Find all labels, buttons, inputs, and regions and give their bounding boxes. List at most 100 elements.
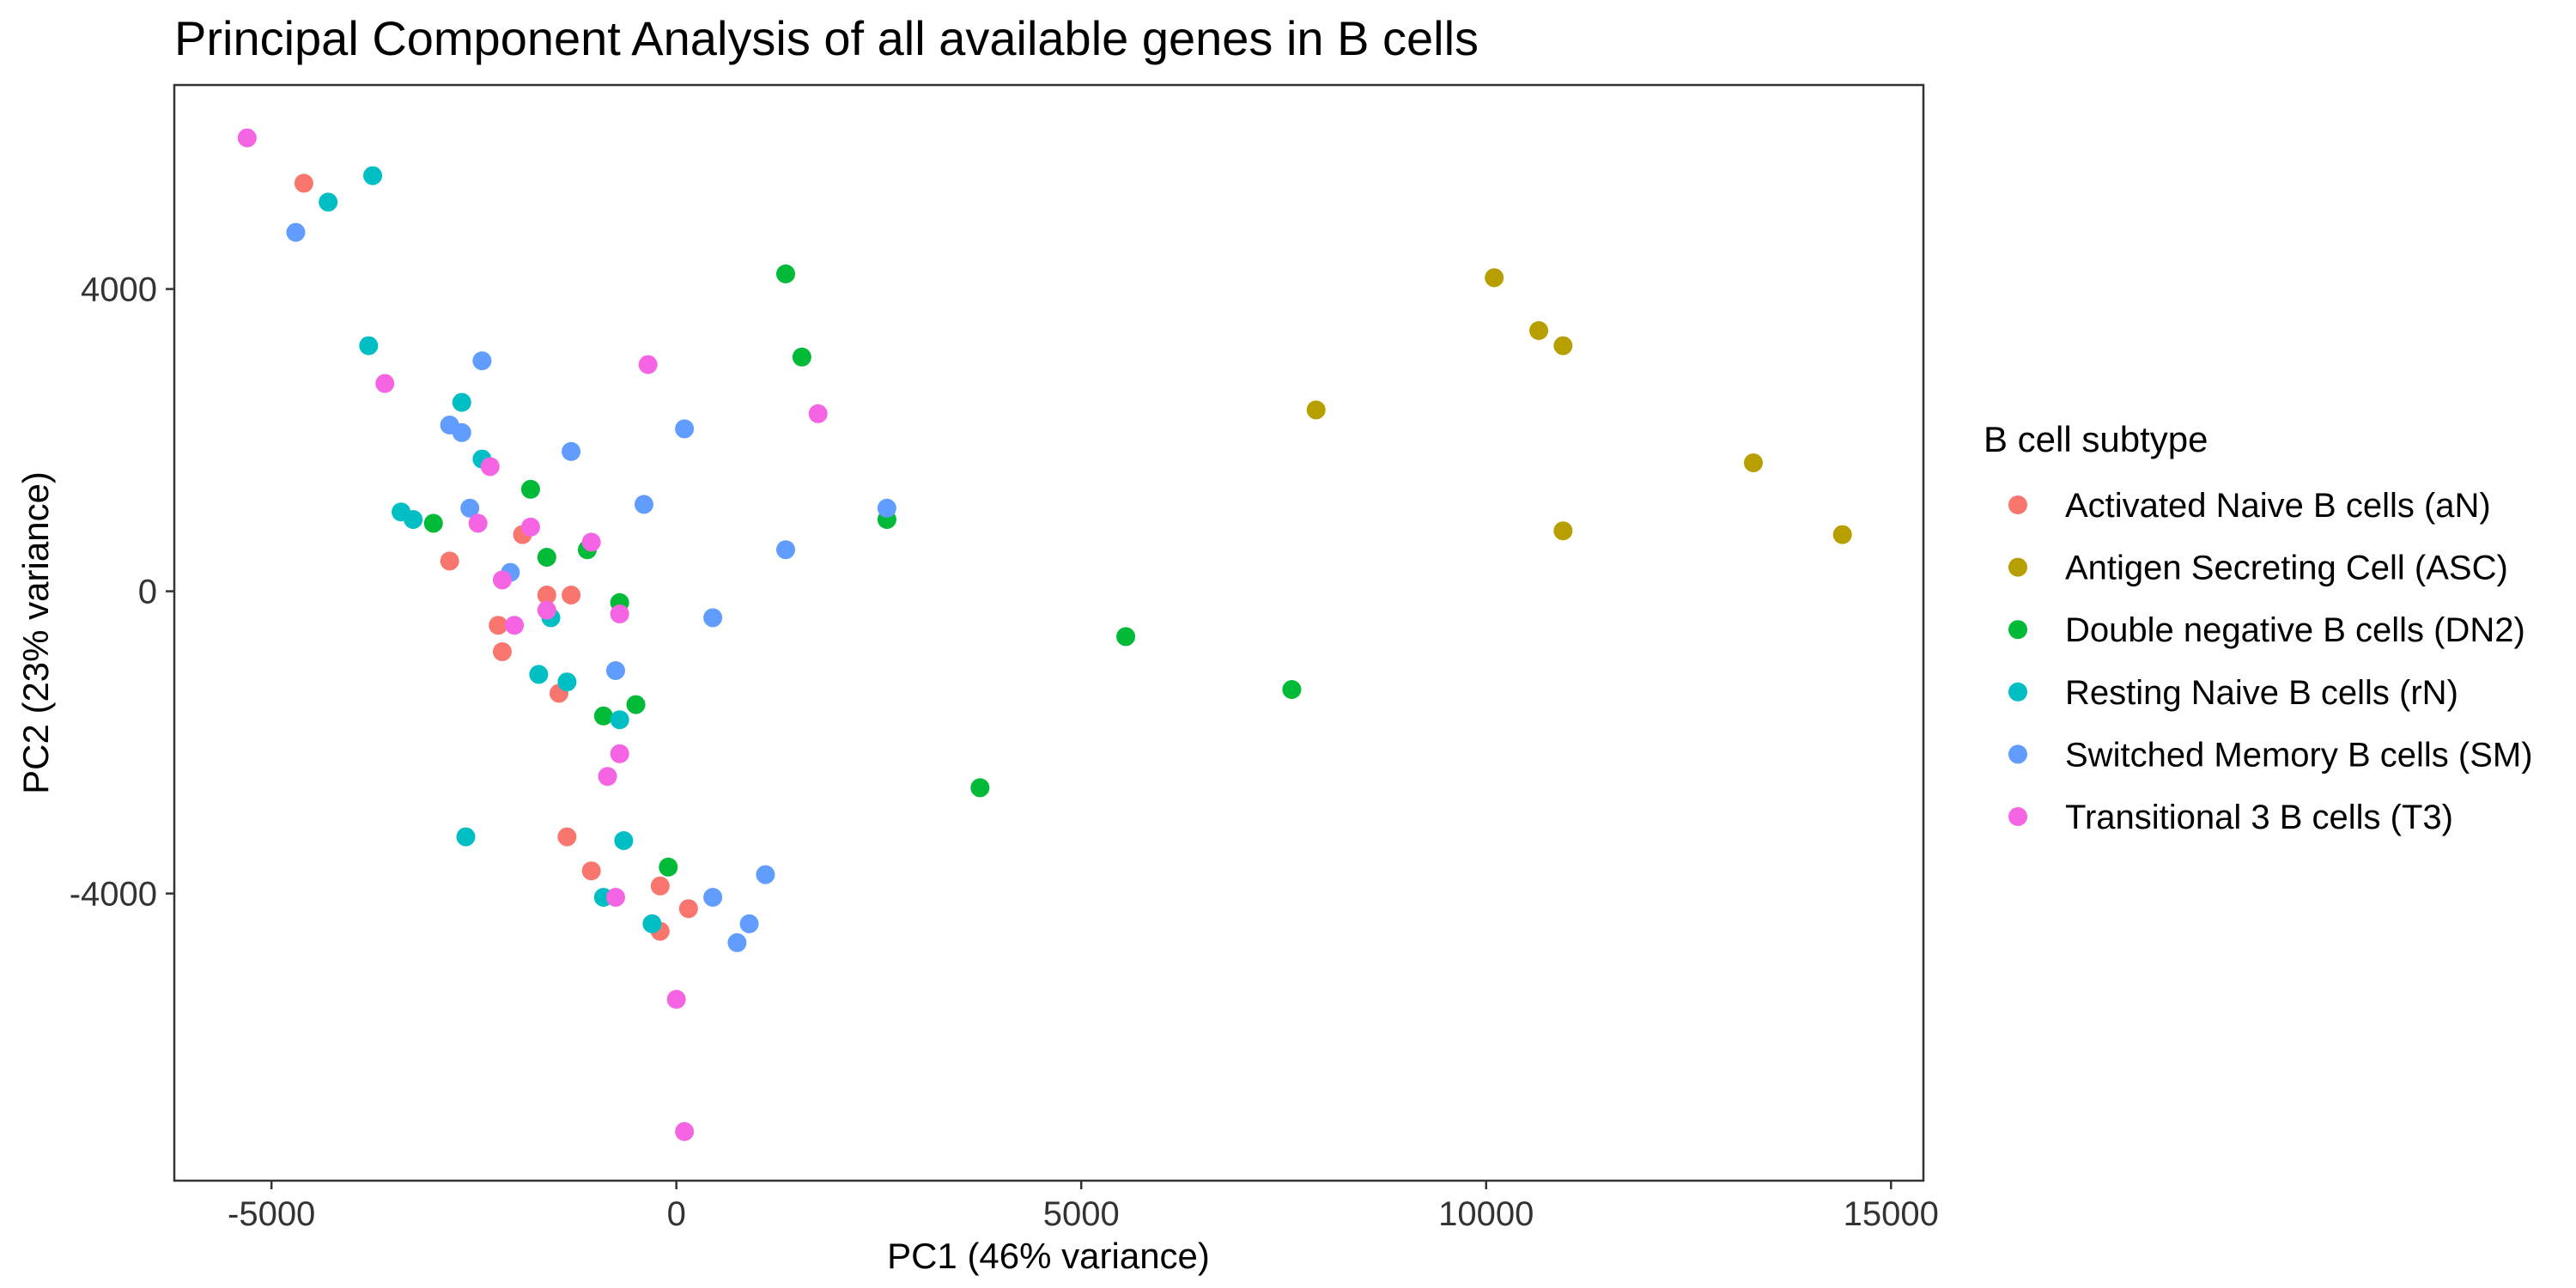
data-point — [678, 899, 698, 919]
data-point — [638, 355, 658, 374]
data-point — [537, 548, 556, 567]
data-point — [614, 831, 634, 850]
data-point — [756, 865, 775, 884]
data-point — [404, 510, 423, 529]
y-tick-label: 0 — [138, 574, 157, 611]
y-tick-label: -4000 — [70, 876, 157, 914]
legend-label: Double negative B cells (DN2) — [2065, 611, 2525, 649]
legend-key — [2008, 495, 2027, 514]
x-tick-label: 15000 — [1844, 1195, 1939, 1233]
legend-label: Transitional 3 B cells (T3) — [2065, 799, 2453, 836]
data-point — [237, 128, 257, 148]
data-point — [650, 876, 670, 896]
data-point — [605, 888, 625, 907]
data-point — [776, 540, 796, 560]
data-point — [440, 551, 459, 571]
data-point — [505, 616, 525, 635]
legend-title: B cell subtype — [1984, 419, 2208, 459]
data-point — [423, 513, 443, 533]
chart-title: Principal Component Analysis of all avai… — [174, 11, 1479, 65]
data-point — [1116, 627, 1136, 647]
data-point — [1529, 321, 1549, 340]
data-point — [703, 888, 723, 907]
legend-label: Resting Naive B cells (rN) — [2065, 674, 2458, 712]
legend-label: Antigen Secreting Cell (ASC) — [2065, 550, 2508, 587]
data-point — [970, 778, 990, 798]
y-tick-label: 4000 — [81, 271, 157, 309]
data-point — [666, 989, 686, 1009]
data-point — [727, 933, 747, 952]
data-point — [520, 517, 540, 537]
data-point — [286, 222, 306, 242]
data-point — [808, 404, 828, 423]
y-axis-title: PC2 (23% variance) — [15, 471, 56, 794]
data-point — [375, 374, 395, 393]
data-points — [237, 128, 1852, 1141]
x-tick-label: 0 — [667, 1195, 686, 1233]
data-point — [456, 827, 476, 847]
legend-key — [2008, 557, 2027, 577]
data-point — [492, 570, 512, 590]
data-point — [359, 336, 379, 355]
legend-key — [2008, 744, 2027, 764]
data-point — [557, 672, 577, 692]
data-point — [1553, 336, 1573, 355]
data-point — [605, 661, 625, 680]
data-point — [468, 513, 488, 533]
data-point — [581, 861, 601, 881]
data-point — [1553, 521, 1573, 541]
data-point — [520, 479, 540, 499]
data-point — [452, 392, 471, 412]
x-tick-label: -5000 — [228, 1195, 315, 1233]
data-point — [1306, 400, 1326, 420]
data-point — [792, 347, 811, 367]
axis-ticks: -5000 0 5000 10000 15000 -4000 0 4000 — [70, 271, 1939, 1233]
data-point — [537, 600, 556, 620]
data-point — [557, 827, 577, 847]
data-point — [776, 264, 796, 283]
legend-key — [2008, 807, 2027, 826]
data-point — [562, 586, 581, 605]
x-tick-label: 5000 — [1043, 1195, 1120, 1233]
data-point — [642, 914, 662, 933]
data-point — [610, 744, 629, 763]
data-point — [634, 495, 653, 514]
data-point — [610, 710, 629, 730]
data-point — [1743, 453, 1763, 472]
data-point — [452, 422, 471, 442]
data-point — [675, 419, 695, 439]
data-point — [294, 173, 313, 193]
legend-label: Switched Memory B cells (SM) — [2065, 736, 2533, 774]
data-point — [626, 695, 646, 714]
data-point — [593, 706, 613, 726]
plot-panel — [173, 83, 1925, 1182]
data-point — [675, 1121, 695, 1141]
data-point — [489, 616, 508, 635]
data-point — [562, 441, 581, 461]
legend-key — [2008, 620, 2027, 640]
data-point — [1282, 680, 1302, 699]
legend-label: Activated Naive B cells (aN) — [2065, 487, 2491, 525]
data-point — [529, 665, 549, 684]
data-point — [537, 586, 556, 605]
data-point — [739, 914, 759, 933]
data-point — [460, 498, 480, 518]
x-axis-title: PC1 (46% variance) — [887, 1236, 1210, 1276]
data-point — [480, 457, 500, 477]
data-point — [581, 532, 601, 552]
data-point — [363, 166, 383, 185]
data-point — [472, 351, 492, 371]
data-point — [1485, 268, 1504, 288]
data-point — [492, 642, 512, 661]
legend: B cell subtype Activated Naive B cells (… — [1984, 419, 2533, 836]
data-point — [610, 605, 629, 623]
data-point — [598, 767, 617, 787]
data-point — [659, 857, 678, 877]
data-point — [1832, 525, 1852, 544]
data-point — [703, 608, 723, 628]
data-point — [877, 498, 896, 518]
x-tick-label: 10000 — [1438, 1195, 1534, 1233]
legend-key — [2008, 682, 2027, 702]
data-point — [319, 192, 338, 212]
